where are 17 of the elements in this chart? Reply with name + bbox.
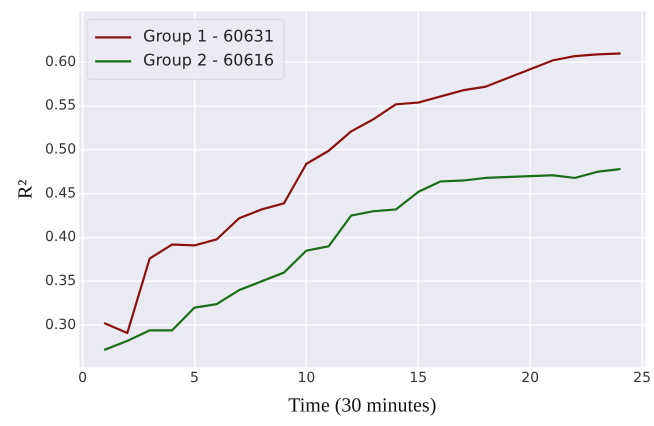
x-tick-label: 0	[78, 370, 87, 386]
x-axis-title: Time (30 minutes)	[288, 394, 436, 416]
legend-label: Group 1 - 60631	[143, 26, 274, 46]
y-tick-label: 0.40	[45, 229, 76, 246]
y-tick-label: 0.60	[45, 54, 76, 70]
y-tick-label: 0.55	[45, 98, 76, 114]
x-tick-label: 15	[409, 370, 428, 386]
x-tick-label: 10	[297, 370, 316, 386]
y-tick-label: 0.30	[45, 316, 76, 333]
legend-label: Group 2 - 60616	[143, 50, 274, 70]
x-tick-label: 20	[521, 370, 540, 386]
y-tick-label: 0.35	[45, 272, 76, 289]
y-tick-label: 0.45	[45, 185, 76, 202]
x-tick-label: 5	[190, 370, 199, 386]
x-tick-label: 25	[633, 370, 651, 386]
y-axis-title: R²	[14, 180, 36, 199]
y-tick-label: 0.50	[45, 142, 76, 158]
